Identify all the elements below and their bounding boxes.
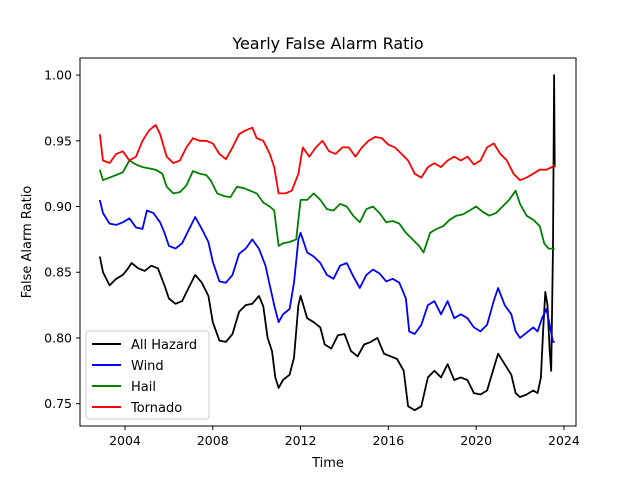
legend: All Hazard Wind Hail Tornado [85,330,210,420]
series-line-wind [98,199,555,343]
series-line-hail [98,159,555,254]
y-tick-label: 1.00 [44,68,72,83]
x-tick-label: 2004 [109,433,141,448]
y-axis-ticks: 0.75 0.80 0.85 0.90 0.95 1.00 [44,68,80,411]
series-line-all-hazard [98,74,556,412]
y-axis-label: False Alarm Ratio [20,186,35,299]
y-tick-label: 0.80 [44,330,72,345]
series-line-tornado [98,124,556,195]
plot-frame [79,57,577,427]
legend-label-all-hazard: All Hazard [131,338,197,353]
legend-label-tornado: Tornado [130,401,182,416]
legend-label-wind: Wind [131,359,164,374]
x-tick-label: 2024 [548,433,580,448]
chart-title: Yearly False Alarm Ratio [231,34,423,53]
legend-label-hail: Hail [131,380,156,395]
y-tick-label: 0.90 [44,199,72,214]
x-tick-label: 2008 [197,433,229,448]
x-axis-ticks: 2004 2008 2012 2016 2020 2024 [109,426,580,448]
x-tick-label: 2020 [460,433,492,448]
legend-frame [85,330,210,420]
x-tick-label: 2016 [372,433,404,448]
x-axis-label: Time [311,456,344,471]
series-lines [98,74,556,412]
y-tick-label: 0.85 [44,265,72,280]
x-tick-label: 2012 [285,433,317,448]
y-tick-label: 0.75 [44,396,72,411]
y-tick-label: 0.95 [44,133,72,148]
